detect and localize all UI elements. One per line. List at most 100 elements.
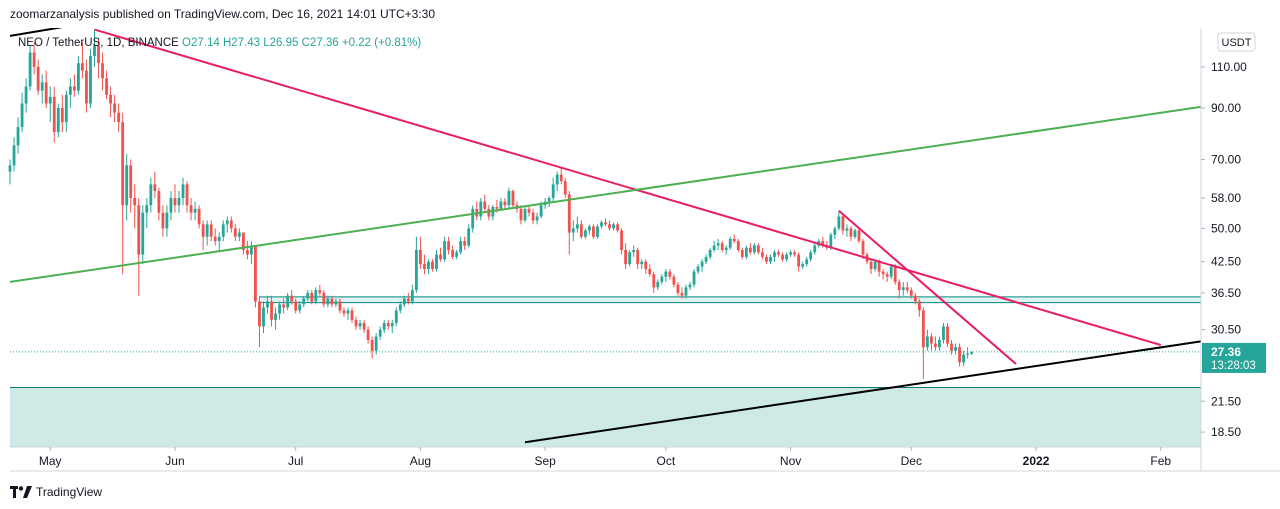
candle-body — [431, 261, 434, 270]
candle-body — [113, 103, 117, 113]
candle-body — [282, 304, 286, 308]
candle-body — [459, 241, 463, 253]
candle-body — [318, 290, 322, 293]
candle-body — [12, 145, 16, 166]
candle-body — [616, 224, 619, 231]
candle-body — [97, 45, 100, 64]
support-zone — [10, 387, 1201, 447]
currency-badge-box — [1217, 32, 1256, 52]
candle-body — [575, 224, 579, 229]
candle-body — [913, 295, 917, 302]
candle-body — [72, 86, 76, 91]
candle-body — [185, 184, 189, 206]
candle-body — [620, 230, 624, 250]
candle-body — [56, 108, 60, 133]
candle-body — [728, 238, 732, 248]
candle-body — [205, 224, 209, 237]
candle-body — [169, 198, 173, 213]
candle-body — [435, 254, 438, 270]
candle-body — [165, 212, 169, 229]
candle-body — [197, 208, 201, 225]
candle-body — [101, 63, 104, 79]
candle-body — [765, 256, 768, 262]
candle-body — [921, 310, 925, 348]
major-downtrend-line — [94, 28, 1162, 346]
candle-body — [571, 228, 575, 233]
candle-body — [881, 271, 885, 275]
candle-body — [302, 298, 306, 305]
candle-body — [471, 208, 475, 229]
candle-body — [402, 298, 406, 305]
candle-body — [624, 249, 628, 265]
candle-body — [266, 301, 269, 308]
candle-body — [632, 249, 636, 253]
y-tick-label: 110.00 — [1211, 60, 1247, 74]
candle-body — [950, 343, 953, 351]
y-tick-label: 36.50 — [1211, 286, 1241, 300]
candle-body — [406, 298, 410, 302]
candle-body — [744, 247, 748, 257]
candle-body — [857, 230, 861, 242]
candle-body — [258, 301, 261, 327]
candle-body — [559, 174, 563, 182]
tradingview-footer[interactable]: TradingView — [10, 484, 102, 500]
candle-body — [680, 292, 684, 296]
candle-body — [905, 287, 909, 291]
y-tick-label: 21.50 — [1211, 394, 1241, 408]
y-tick-label: 18.50 — [1211, 425, 1241, 439]
candle-body — [917, 301, 921, 311]
x-tick-label: Sep — [534, 454, 556, 468]
candle-body — [93, 45, 96, 57]
y-tick-label: 90.00 — [1211, 101, 1241, 115]
candle-body — [410, 290, 414, 302]
x-tick-label: Feb — [1150, 454, 1171, 468]
price-chart[interactable]: 110.00 90.00 70.00 58.00 50.00 42.50 36.50 30.5… — [0, 0, 1280, 480]
black-support-line — [524, 340, 1201, 444]
candle-body — [394, 310, 398, 324]
candle-body — [785, 254, 788, 260]
currency-badge[interactable]: USDT — [1217, 32, 1256, 52]
candle-body — [398, 304, 402, 311]
green-trend-line — [10, 105, 1201, 283]
candle-body — [656, 281, 660, 288]
candle-body — [85, 70, 88, 104]
candle-body — [676, 284, 680, 293]
candle-body — [479, 201, 483, 217]
candle-body — [290, 295, 294, 302]
y-tick-label: 50.00 — [1211, 221, 1241, 235]
y-tick-label: 58.00 — [1211, 191, 1241, 205]
candle-body — [873, 261, 877, 270]
black-top-left-line — [10, 28, 64, 37]
y-tick-label: 42.50 — [1211, 255, 1241, 269]
open-value: O27.14 — [179, 37, 221, 49]
candle-body — [716, 243, 720, 246]
candle-body — [40, 82, 44, 91]
candle-body — [966, 353, 970, 355]
ohlc-legend: NEO / TetherUS, 1D, BINANCE O27.14 H27.4… — [18, 37, 421, 49]
candle-body — [153, 184, 157, 192]
candle-body — [370, 339, 374, 351]
candle-body — [636, 249, 640, 265]
candle-body — [326, 298, 330, 305]
candle-body — [752, 245, 756, 253]
candle-body — [547, 198, 551, 202]
candle-body — [354, 319, 358, 327]
candle-body — [809, 252, 813, 260]
candle-body — [551, 184, 555, 199]
candle-body — [889, 266, 893, 277]
candle-body — [24, 86, 28, 104]
candle-body — [274, 313, 277, 320]
candle-body — [596, 226, 599, 237]
candle-body — [374, 336, 378, 351]
candle-body — [901, 287, 905, 291]
candle-body — [845, 228, 849, 231]
candle-body — [390, 323, 394, 327]
candle-body — [362, 323, 366, 330]
last-price-value: 27.36 — [1211, 345, 1241, 359]
candle-body — [52, 96, 56, 133]
candle-body — [294, 301, 298, 311]
candle-body — [213, 236, 217, 242]
x-tick-label: Jun — [165, 454, 184, 468]
candle-body — [853, 230, 857, 237]
candle-body — [201, 224, 205, 237]
